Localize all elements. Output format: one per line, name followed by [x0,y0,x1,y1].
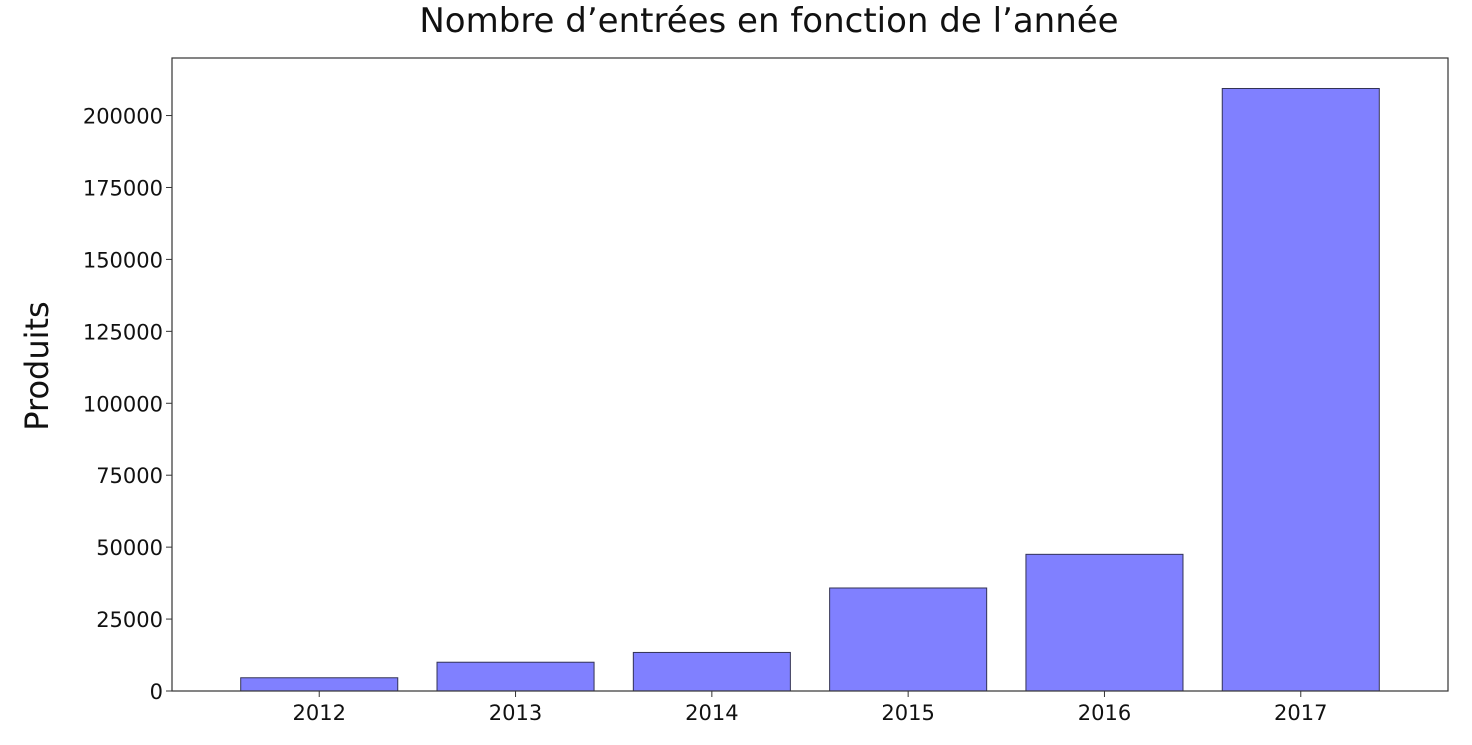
y-tick-label-0: 0 [150,680,163,704]
x-tick-label-2014: 2014 [685,701,738,725]
bar-2012 [240,677,399,692]
y-tick-label-75000: 75000 [96,464,163,488]
x-tick-label-2015: 2015 [881,701,934,725]
y-tick-label-50000: 50000 [96,536,163,560]
x-tick-label-2016: 2016 [1078,701,1131,725]
x-tick-label-2013: 2013 [489,701,542,725]
x-tick-label-2017: 2017 [1274,701,1327,725]
y-tick-label-175000: 175000 [83,176,163,200]
y-axis-label: Produits [18,301,56,430]
y-tick-label-25000: 25000 [96,608,163,632]
bar-2017 [1221,87,1380,692]
bar-2013 [436,661,595,692]
bar-2015 [829,587,988,692]
y-tick-label-100000: 100000 [83,392,163,416]
x-tick-label-2012: 2012 [293,701,346,725]
chart-title: Nombre d’entrées en fonction de l’année [419,1,1118,41]
y-axis-ticks: 0 25000 50000 75000 100000 125000 150000 175000… [83,105,172,704]
bar-2014 [632,651,791,692]
x-axis-ticks: 2012 2013 2014 2015 2016 2017 [293,691,1327,725]
y-tick-label-200000: 200000 [83,105,163,129]
bar-2016 [1025,553,1184,692]
y-tick-label-125000: 125000 [83,320,163,344]
plot-area-frame [171,57,1449,692]
y-tick-label-150000: 150000 [83,248,163,272]
bars-layer [240,87,1380,692]
